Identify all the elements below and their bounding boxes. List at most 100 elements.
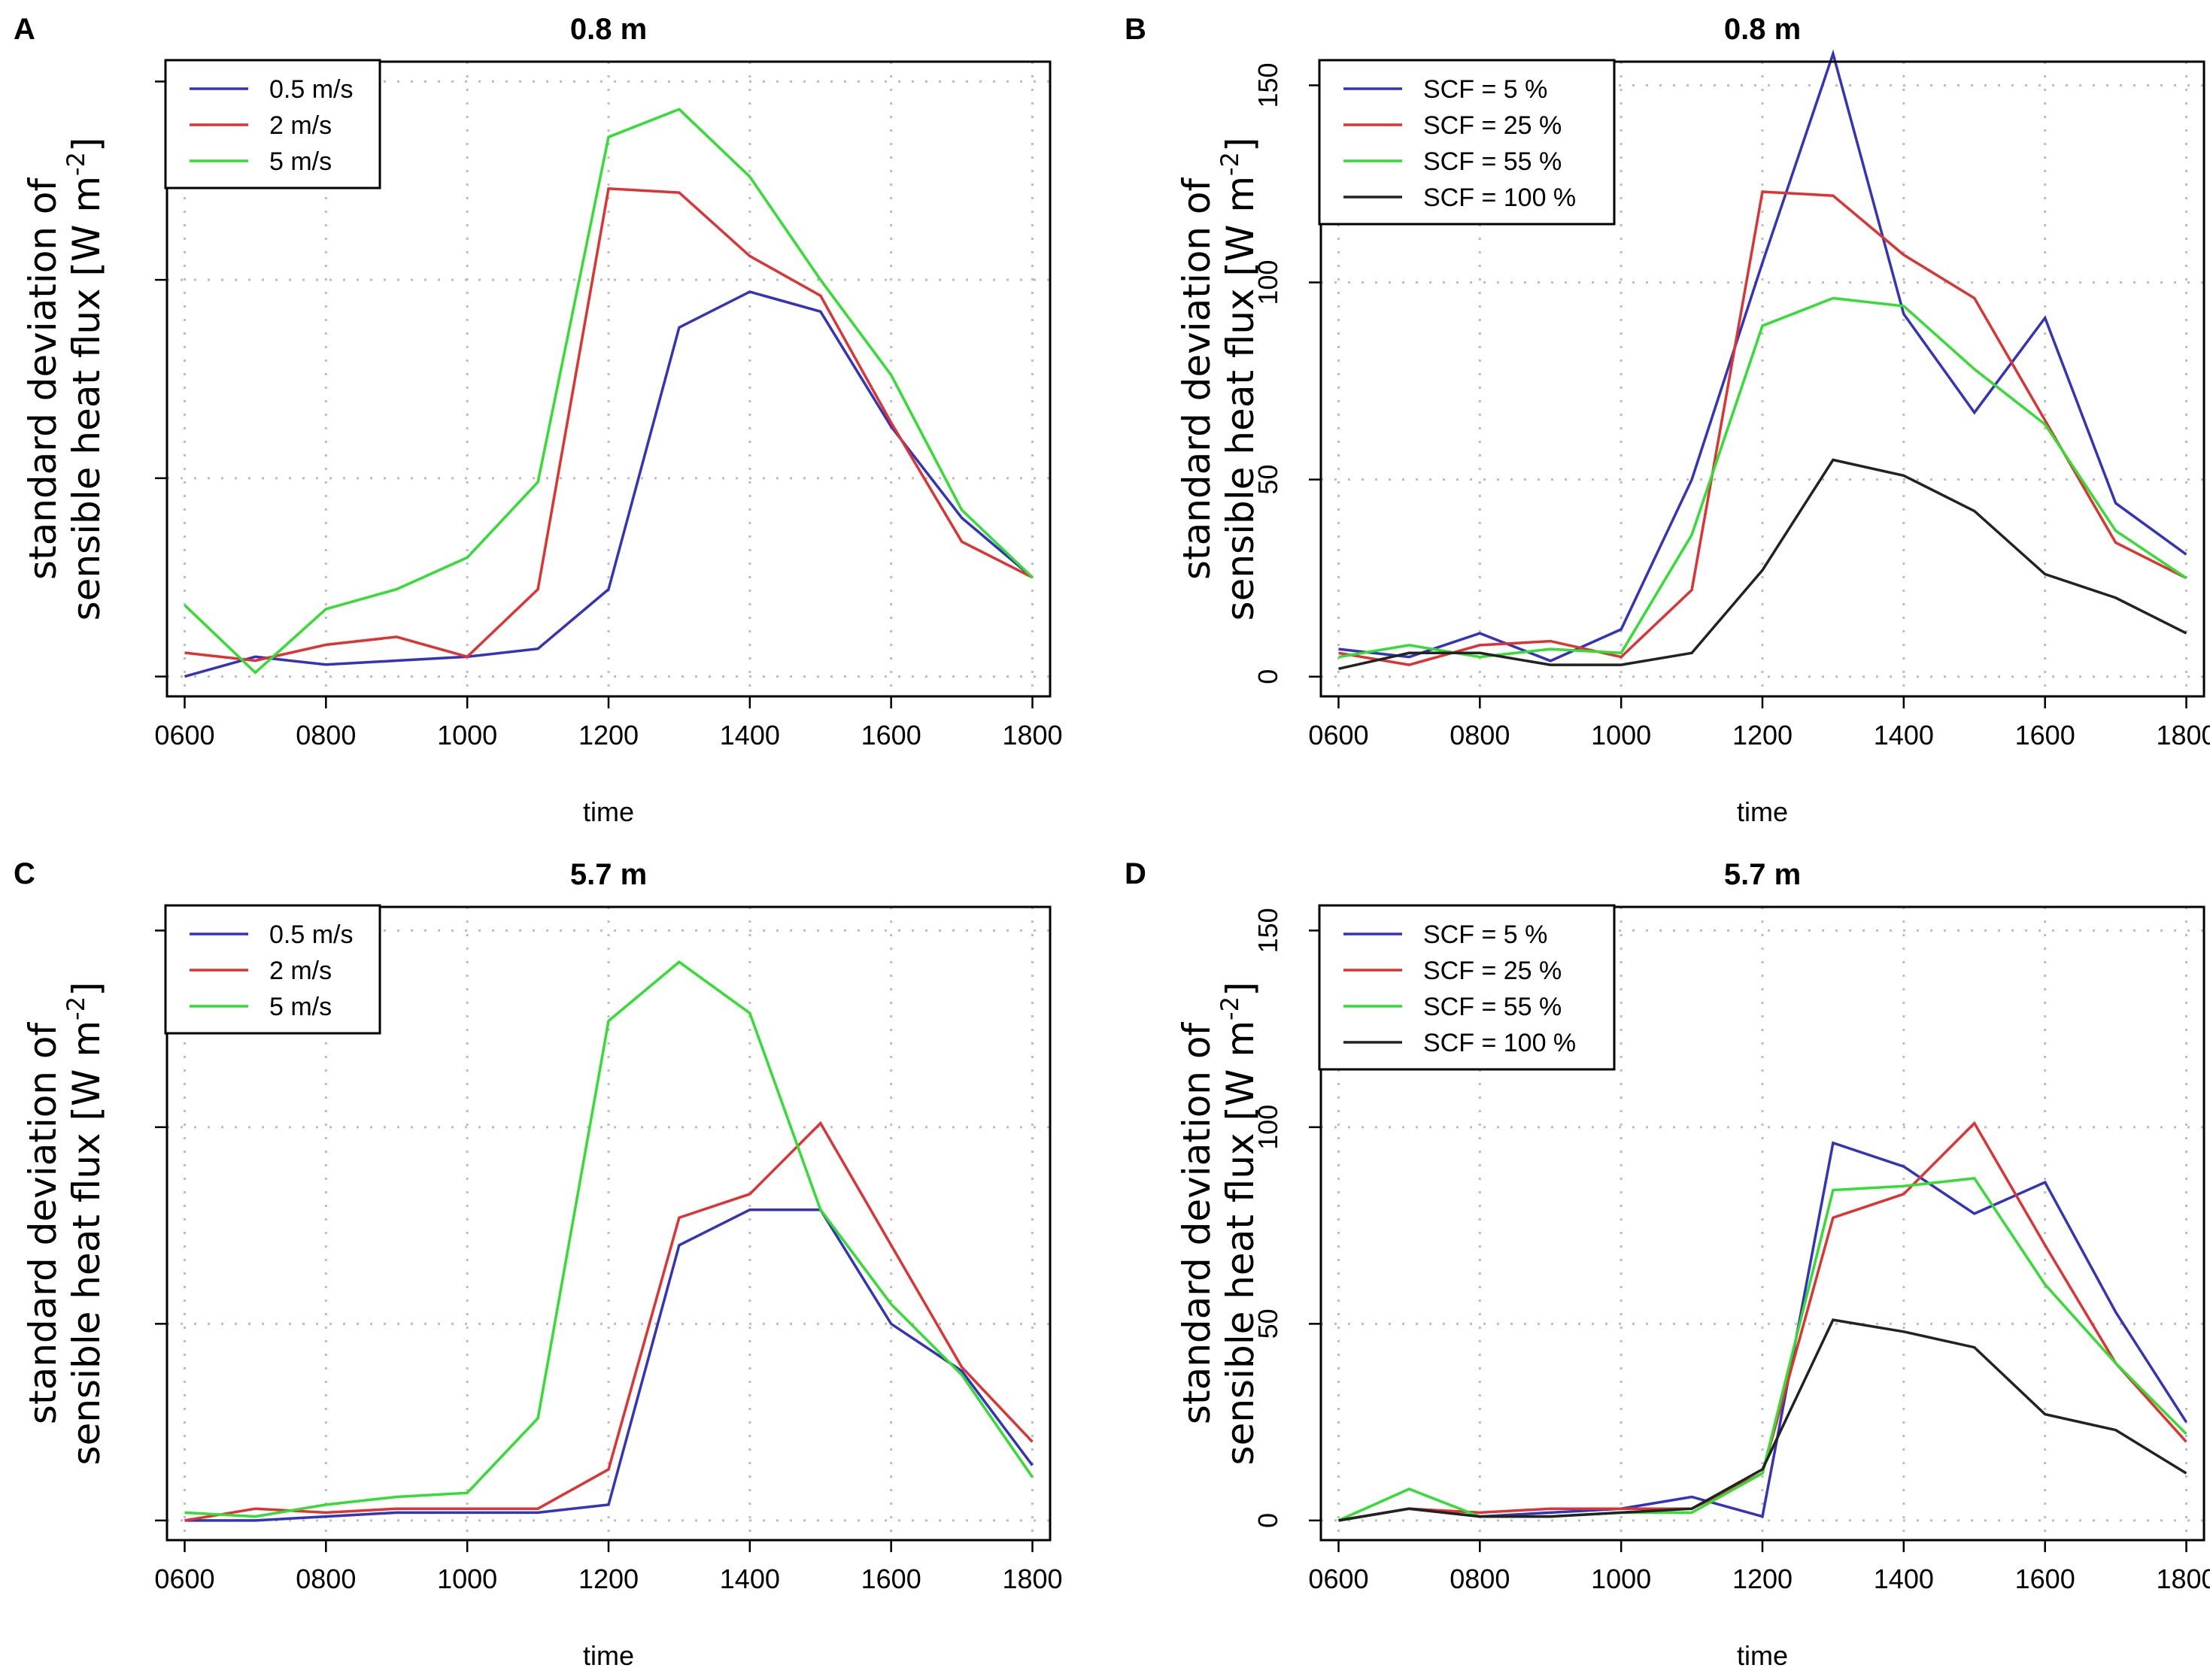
x-axis-label: time — [583, 796, 634, 827]
x-tick-label: 1600 — [861, 1563, 921, 1594]
x-tick-label: 0600 — [1308, 720, 1368, 751]
series-line-3 — [184, 960, 1034, 1518]
x-tick-label: 0600 — [1308, 1563, 1368, 1594]
x-tick-label: 1000 — [437, 720, 497, 751]
x-tick-label: 1800 — [2156, 1563, 2210, 1594]
series-line-3 — [1338, 296, 2187, 659]
x-tick-label: 0800 — [1450, 720, 1510, 751]
x-tick-label: 1800 — [1002, 1563, 1062, 1594]
series-line-4 — [1338, 458, 2187, 671]
y-tick-label: 100 — [1252, 260, 1283, 305]
plot-frame — [1319, 905, 2205, 1542]
y-axis-label-line2: sensible heat flux [W m-2] — [1216, 138, 1262, 621]
plot-frame — [165, 60, 1052, 698]
y-tick-label: 150 — [1252, 908, 1283, 953]
legend-label: SCF = 5 % — [1423, 920, 1547, 949]
legend-label: 0.5 m/s — [269, 920, 353, 949]
y-axis-label-exponent: -2 — [62, 996, 90, 1020]
panel-letter: D — [1125, 857, 1146, 890]
y-axis-label-line2: sensible heat flux [W m-2] — [62, 138, 108, 621]
x-tick-label: 1400 — [720, 1563, 780, 1594]
x-axis: 0600 0800 1000 1200 1400 1600 1800 time — [1308, 696, 2210, 827]
x-tick-label: 1400 — [720, 720, 780, 751]
legend: 0.5 m/s 2 m/s 5 m/s — [164, 59, 381, 190]
y-axis-label-bracket: ] — [65, 982, 108, 997]
legend: SCF = 5 % SCF = 25 % SCF = 55 % SCF = 100 % — [1318, 59, 1616, 226]
panel-letter: B — [1125, 13, 1146, 46]
panel-title: 5.7 m — [1724, 858, 1801, 891]
legend-label: SCF = 5 % — [1423, 75, 1547, 104]
y-axis-label-line1: standard deviation of — [1175, 1022, 1219, 1425]
x-tick-label: 1200 — [1732, 720, 1793, 751]
series-group — [1338, 49, 2187, 671]
y-axis-label-bracket: ] — [1219, 138, 1262, 153]
x-tick-label: 1000 — [1591, 720, 1651, 751]
x-tick-label: 1600 — [861, 720, 921, 751]
y-axis-label-text: sensible heat flux [W m — [65, 1020, 108, 1466]
x-axis-label: time — [583, 1640, 634, 1671]
legend-label: SCF = 55 % — [1423, 993, 1562, 1021]
series-line-2 — [184, 186, 1034, 663]
y-tick-label: 100 — [1252, 1105, 1283, 1150]
y-axis-label-bracket: ] — [1219, 982, 1262, 997]
legend-label: 2 m/s — [269, 111, 332, 140]
y-axis-label-line1: standard deviation of — [21, 177, 65, 581]
y-axis-label-line1: standard deviation of — [21, 1022, 65, 1425]
legend-label: 5 m/s — [269, 993, 332, 1021]
legend-label: 5 m/s — [269, 147, 332, 176]
x-tick-label: 1200 — [578, 1563, 639, 1594]
series-line-1 — [184, 290, 1034, 678]
x-tick-label: 1800 — [1002, 720, 1062, 751]
series-line-4 — [1338, 1318, 2187, 1522]
y-axis-label-exponent: -2 — [1216, 152, 1244, 176]
legend-label: SCF = 25 % — [1423, 957, 1562, 985]
series-line-1 — [184, 1208, 1034, 1522]
x-tick-label: 0600 — [154, 1563, 214, 1594]
legend-label: SCF = 100 % — [1423, 183, 1576, 212]
panel-c: C 5.7 m 0600 0800 1000 1200 1400 1600 1800 time st… — [14, 857, 1063, 1671]
plot-frame — [165, 905, 1052, 1542]
y-axis-label-exponent: -2 — [1216, 996, 1244, 1020]
y-tick-label: 50 — [1252, 465, 1283, 495]
series-line-2 — [184, 1121, 1034, 1522]
y-axis-label-bracket: ] — [65, 138, 108, 153]
x-tick-label: 0600 — [154, 720, 214, 751]
y-axis-label-text: sensible heat flux [W m — [1219, 176, 1262, 621]
y-axis-label-line2: sensible heat flux [W m-2] — [1216, 982, 1262, 1466]
series-line-2 — [1338, 190, 2187, 666]
x-tick-label: 1200 — [578, 720, 639, 751]
panel-letter: A — [14, 13, 35, 46]
x-tick-label: 1400 — [1874, 720, 1934, 751]
y-axis-label-line1: standard deviation of — [1175, 177, 1219, 581]
panel-a: A 0.8 m 0600 0800 1000 1200 1400 1600 1800 time st… — [14, 13, 1063, 827]
y-axis: 0 50 100 150 standard deviation of sensible h… — [1175, 62, 1321, 684]
y-axis: standard deviation of sensible heat flux … — [21, 929, 167, 1522]
y-axis: 0 50 100 150 standard deviation of sensible h… — [1175, 908, 1321, 1528]
legend-label: 0.5 m/s — [269, 75, 353, 104]
y-axis-label-line2: sensible heat flux [W m-2] — [62, 982, 108, 1466]
series-group — [184, 960, 1034, 1522]
y-tick-label: 0 — [1252, 669, 1283, 684]
legend: 0.5 m/s 2 m/s 5 m/s — [164, 904, 381, 1035]
series-group — [1337, 1121, 2187, 1522]
x-tick-label: 1000 — [1591, 1563, 1651, 1594]
x-tick-label: 1600 — [2015, 720, 2075, 751]
panel-d: D 5.7 m 0600 0800 1000 1200 1400 1600 1800 time 0 5… — [1125, 857, 2210, 1671]
x-axis-label: time — [1737, 1640, 1788, 1671]
legend-label: SCF = 100 % — [1423, 1029, 1576, 1057]
x-tick-label: 1200 — [1732, 1563, 1793, 1594]
x-axis: 0600 0800 1000 1200 1400 1600 1800 time — [154, 696, 1063, 827]
x-tick-label: 1800 — [2156, 720, 2210, 751]
panel-b: B 0.8 m 0600 0800 1000 1200 1400 1600 1800 time 0 5… — [1125, 13, 2210, 827]
series-group — [184, 108, 1034, 678]
panel-letter: C — [14, 857, 35, 890]
x-tick-label: 0800 — [296, 1563, 356, 1594]
panel-title: 5.7 m — [570, 858, 647, 891]
panel-title: 0.8 m — [1724, 13, 1801, 46]
y-tick-label: 0 — [1252, 1513, 1283, 1528]
series-line-2 — [1338, 1121, 2187, 1522]
y-axis-label-text: sensible heat flux [W m — [1219, 1020, 1262, 1466]
grid — [1321, 62, 2204, 696]
legend-label: SCF = 25 % — [1423, 111, 1562, 140]
